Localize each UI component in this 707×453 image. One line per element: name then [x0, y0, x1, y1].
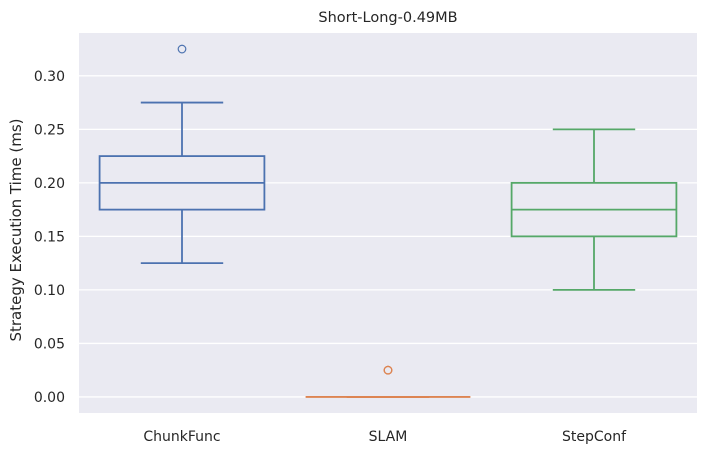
y-tick-label: 0.15 — [34, 229, 65, 245]
x-tick-label: StepConf — [562, 429, 627, 445]
x-tick-label: ChunkFunc — [143, 429, 220, 445]
y-tick-label: 0.10 — [34, 283, 65, 299]
y-tick-label: 0.00 — [34, 390, 65, 406]
y-tick-labels: 0.00 0.05 0.10 0.15 0.20 0.25 0.30 — [34, 69, 65, 406]
y-tick-label: 0.25 — [34, 122, 65, 138]
y-axis-label: Strategy Execution Time (ms) — [7, 118, 25, 341]
outlier-point — [177, 44, 187, 54]
box-stepconf — [510, 128, 678, 291]
x-tick-label: SLAM — [369, 429, 408, 445]
outlier-point — [383, 365, 393, 375]
chart-title: Short-Long-0.49MB — [318, 10, 457, 26]
y-tick-label: 0.30 — [34, 69, 65, 85]
box-slam — [305, 365, 471, 398]
plot-area — [79, 33, 697, 413]
y-tick-label: 0.20 — [34, 176, 65, 192]
box-chunkfunc — [98, 44, 266, 265]
y-tick-label: 0.05 — [34, 336, 65, 352]
x-tick-labels: ChunkFunc SLAM StepConf — [143, 429, 627, 445]
boxes — [98, 44, 678, 398]
